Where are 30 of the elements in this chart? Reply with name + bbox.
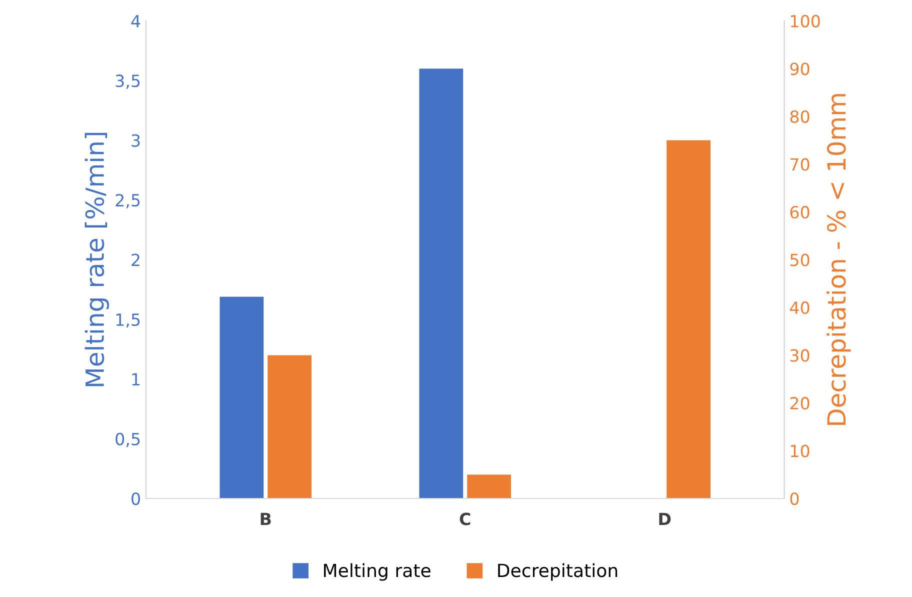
y-tick-label: 0 [132,492,140,506]
bar [666,140,711,498]
y2-axis-title: Decrepitation - % < 10mm [826,94,851,425]
y-tick-label: 0,5 [116,432,140,448]
y-axis-title: Melting rate [%/min] [84,132,109,386]
y-tick-label: 3,5 [116,74,140,89]
y-tick-label: 1 [132,373,140,386]
y2-tick-label: 20 [790,396,810,410]
y2-tick-label: 80 [790,110,810,123]
x-tick-label: C [460,512,470,526]
y-tick-label: 2,5 [116,194,140,208]
y2-tick-label: 10 [791,444,810,458]
bar [268,355,312,498]
y2-tick-label: 40 [790,301,810,314]
x-tick-label: B [260,512,271,526]
y2-tick-label: 50 [790,254,810,266]
y-tick-label: 2 [132,254,140,266]
y2-tick-label: 70 [790,158,810,171]
legend-label: Melting rate [324,563,430,581]
x-tick-label: D [659,512,671,526]
y-tick-label: 1,5 [116,314,140,328]
y2-tick-label: 30 [790,349,810,362]
y2-tick-label: 90 [790,62,810,76]
y2-tick-label: 100 [791,14,820,28]
y2-tick-label: 0 [790,492,799,506]
bar [467,474,512,498]
y-tick-label: 4 [131,15,140,28]
y-tick-label: 3 [132,134,140,147]
legend-label: Decrepitation [498,563,618,581]
y2-tick-label: 60 [790,206,810,219]
